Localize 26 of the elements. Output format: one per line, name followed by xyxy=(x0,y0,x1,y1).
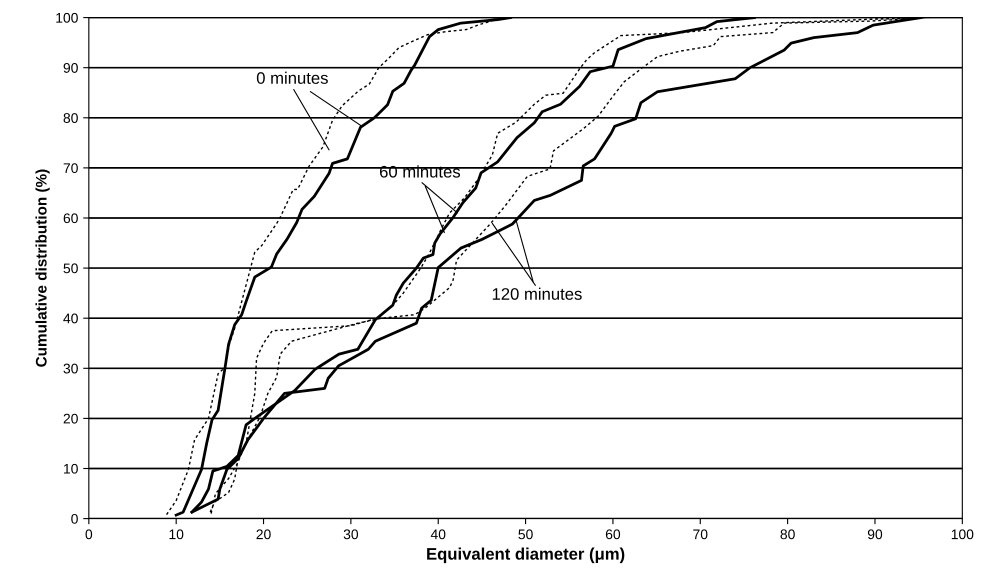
x-tick-label: 20 xyxy=(256,529,271,540)
x-tick-label: 70 xyxy=(693,529,708,540)
x-axis-title: Equivalent diameter (μm) xyxy=(427,548,624,564)
y-tick-label: 80 xyxy=(64,113,78,123)
y-tick-label: 70 xyxy=(64,163,78,174)
annotation: 120 minutes xyxy=(492,288,582,300)
x-tick-label: 30 xyxy=(344,529,358,540)
x-tick-label: 60 xyxy=(606,529,620,540)
annotation: 0 minutes xyxy=(256,72,328,84)
x-tick-label: 50 xyxy=(518,529,533,540)
y-tick-label: 60 xyxy=(64,213,78,224)
y-axis-title: Cumulative distribution (%) xyxy=(35,170,50,367)
y-tick-label: 40 xyxy=(63,314,78,324)
x-tick-label: 0 xyxy=(86,529,92,540)
x-tick-label: 90 xyxy=(868,529,882,540)
x-tick-label: 40 xyxy=(430,529,446,540)
y-tick-label: 0 xyxy=(71,514,78,524)
y-tick-label: 10 xyxy=(64,464,78,474)
x-tick-label: 10 xyxy=(170,529,184,540)
y-tick-label: 30 xyxy=(63,364,78,374)
y-tick-label: 50 xyxy=(64,263,78,274)
y-tick-label: 90 xyxy=(64,63,78,73)
x-tick-label: 80 xyxy=(780,529,795,540)
x-tick-label: 100 xyxy=(952,529,974,540)
y-tick-label: 100 xyxy=(56,12,78,23)
y-tick-label: 20 xyxy=(64,414,78,424)
